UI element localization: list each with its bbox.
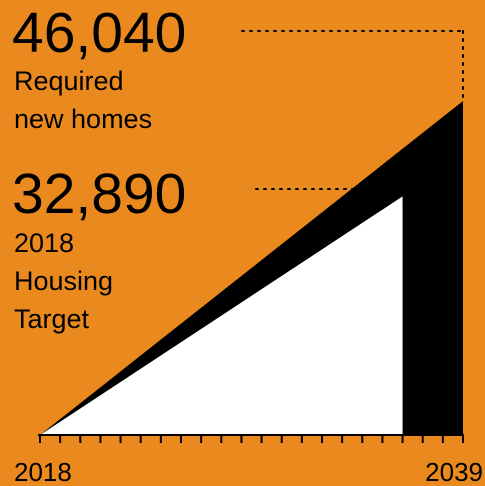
housing-target-area — [40, 196, 403, 435]
x-tick-label-end: 2039 — [425, 457, 483, 486]
target-label-line-1: 2018 — [14, 228, 74, 258]
required-value: 46,040 — [12, 1, 186, 65]
target-value: 32,890 — [12, 162, 186, 226]
required-label-line-1: Required — [14, 66, 124, 96]
target-label-line-2: Housing — [14, 266, 113, 296]
required-label-line-2: new homes — [14, 104, 152, 134]
x-axis-ticks — [39, 435, 464, 443]
target-label-line-3: Target — [14, 304, 90, 334]
x-tick-label-start: 2018 — [14, 457, 72, 486]
